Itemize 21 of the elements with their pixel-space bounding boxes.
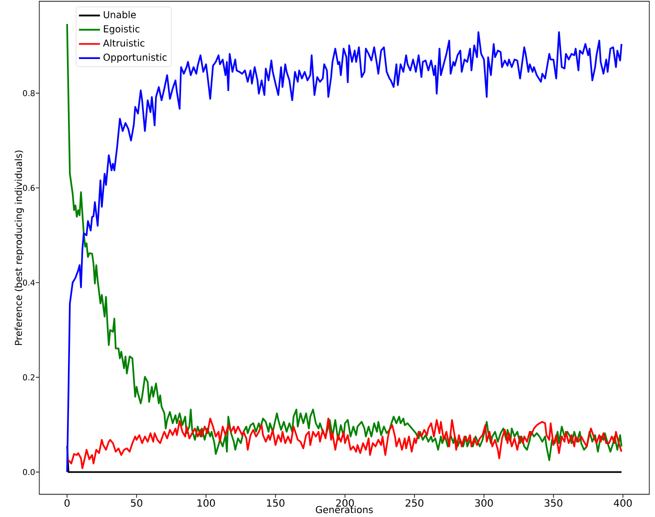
x-tick-label: 0 <box>64 499 70 507</box>
legend-label: Altruistic <box>103 39 144 47</box>
legend-label: Opportunistic <box>104 54 167 63</box>
y-tick-label: 0.6 <box>23 184 35 191</box>
x-tick-label: 350 <box>544 499 562 507</box>
line-series <box>66 418 622 470</box>
legend-label: Unable <box>104 10 136 18</box>
x-tick-label: 400 <box>614 499 632 507</box>
x-tick-label: 300 <box>475 499 493 507</box>
y-tick-label: 0.2 <box>23 374 34 380</box>
x-tick-label: 50 <box>130 499 142 507</box>
y-tick-label: 0.8 <box>23 90 35 96</box>
x-tick-label: 150 <box>267 499 284 507</box>
x-axis-title: Generations <box>316 506 373 514</box>
y-tick-label: 0.4 <box>23 280 35 286</box>
legend-label: Egoistic <box>104 25 140 34</box>
y-tick-label: 0.0 <box>23 469 35 476</box>
x-tick-label: 100 <box>198 499 215 507</box>
x-tick-label: 250 <box>406 499 424 507</box>
x-tick-label: 200 <box>336 499 354 507</box>
y-axis-title: Preference (best reproducing individuals) <box>14 150 24 345</box>
